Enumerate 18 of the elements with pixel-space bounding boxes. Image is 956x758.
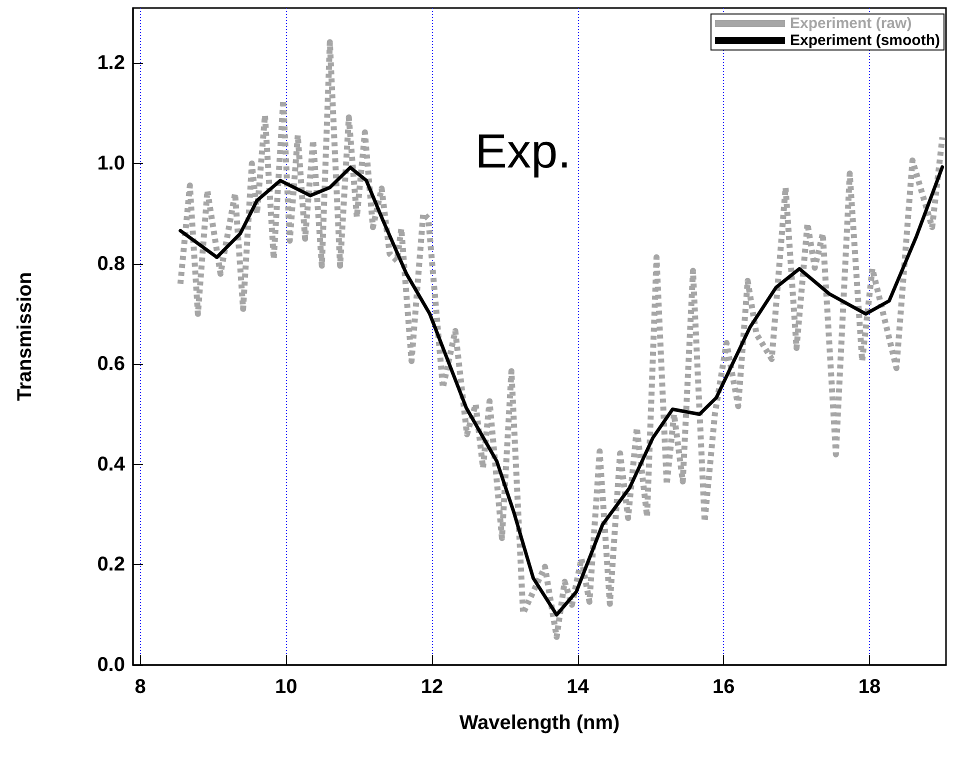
y-axis-title: Transmission <box>14 272 36 401</box>
y-tick-label: 0.0 <box>97 654 125 676</box>
x-tick-label: 18 <box>858 676 881 698</box>
y-tick-label: 0.2 <box>97 554 125 576</box>
x-tick-label: 8 <box>134 676 146 698</box>
x-axis-title: Wavelength (nm) <box>459 712 620 734</box>
y-tick-label: 0.8 <box>97 252 125 275</box>
y-tick-label: 0.4 <box>97 453 126 476</box>
legend-label: Experiment (smooth) <box>790 32 940 49</box>
y-tick-label: 1.2 <box>97 52 125 74</box>
x-tick-label: 10 <box>274 676 298 698</box>
y-tick-label: 0.6 <box>97 353 125 376</box>
legend-label: Experiment (raw) <box>790 15 912 32</box>
y-tick-label: 1.0 <box>97 152 125 174</box>
x-tick-label: 12 <box>420 676 444 698</box>
annotation: Exp. <box>475 126 572 178</box>
x-tick-label: 14 <box>566 676 590 698</box>
x-tick-label: 16 <box>712 676 735 698</box>
